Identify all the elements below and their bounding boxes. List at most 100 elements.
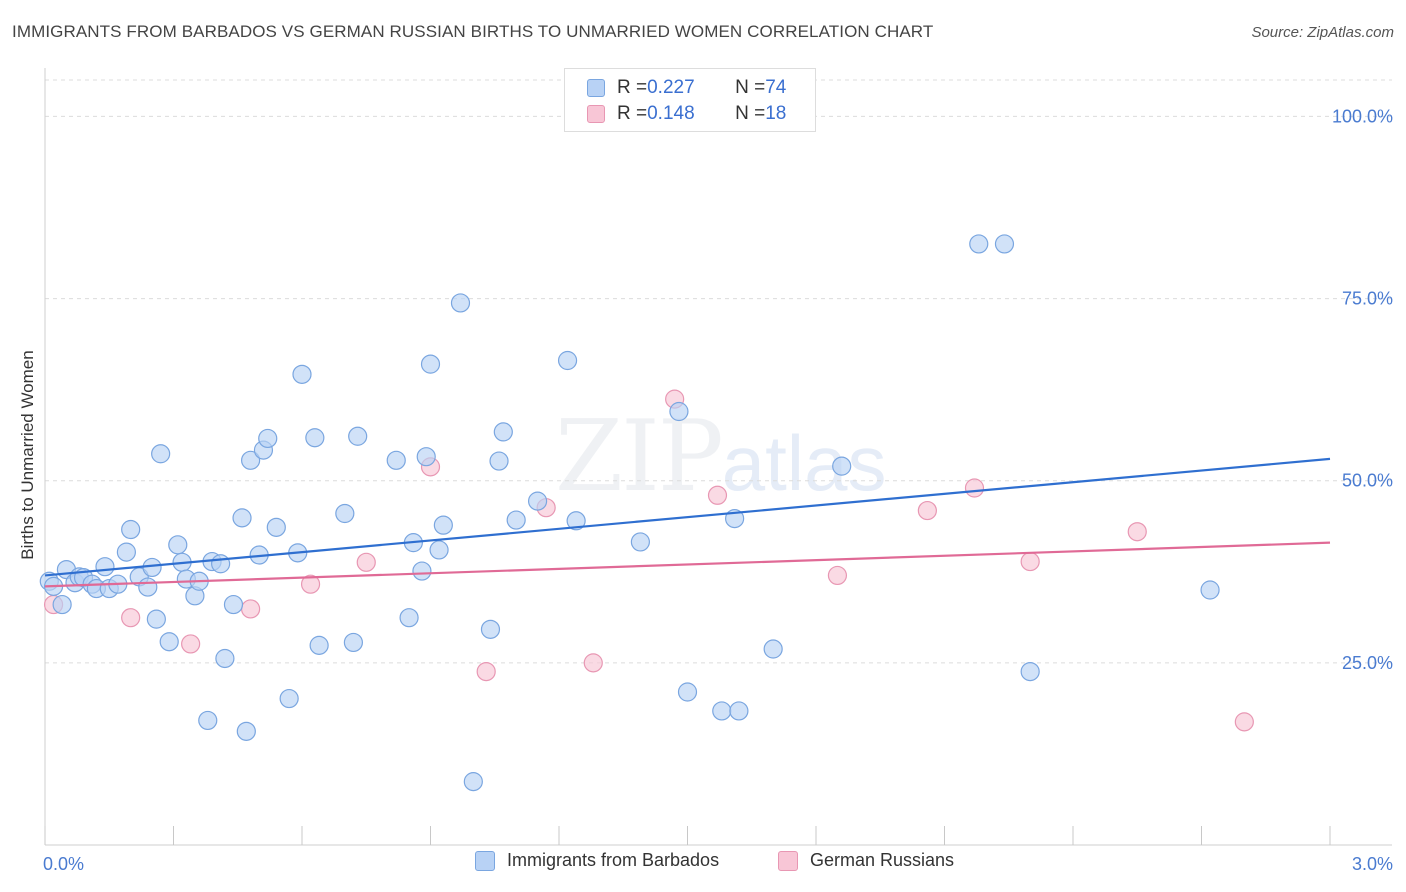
y-tick-label: 25.0%	[1342, 653, 1393, 673]
n-value: 18	[765, 103, 787, 124]
barbados-point	[527, 491, 548, 511]
x-tick-label: 3.0%	[1352, 854, 1393, 874]
german-russian-point	[1234, 712, 1254, 732]
series-legend: Immigrants from Barbados German Russians	[0, 850, 1406, 878]
blue-swatch-icon	[475, 850, 495, 871]
german-russian-point	[1020, 551, 1040, 572]
barbados-point	[493, 422, 513, 442]
barbados-point	[994, 234, 1015, 254]
barbados-point	[712, 701, 732, 721]
barbados-point	[232, 508, 252, 528]
r-label: R =	[617, 77, 648, 98]
y-tick-label: 100.0%	[1332, 106, 1393, 126]
barbados-point	[566, 511, 586, 531]
barbados-point	[450, 293, 471, 313]
barbados-point	[832, 456, 852, 476]
barbados-point	[151, 444, 171, 464]
legend-label-barbados: Immigrants from Barbados	[507, 850, 720, 870]
barbados-point	[52, 594, 72, 615]
watermark-atlas: atlas	[721, 419, 887, 507]
barbados-point	[95, 557, 115, 577]
barbados-point	[258, 428, 278, 449]
barbados-point	[223, 594, 244, 615]
barbados-trend-line	[44, 457, 1331, 577]
watermark: ZIPatlas	[555, 400, 887, 514]
german-russian-point	[917, 500, 937, 521]
barbados-point	[420, 354, 441, 374]
axis-layer	[44, 68, 1392, 846]
german-russian-point	[1127, 522, 1147, 542]
r-label: R =	[617, 103, 648, 124]
barbados-point	[763, 639, 783, 659]
grid-layer	[45, 79, 1392, 664]
barbados-point	[121, 519, 141, 540]
points-layer	[39, 234, 1254, 792]
y-tick-label: 50.0%	[1342, 471, 1393, 491]
stats-legend: R = 0.227 N = 74 R = 0.148 N = 18	[564, 68, 816, 132]
stats-legend-row-pink: R = 0.148 N = 18	[587, 101, 786, 127]
y-tick-label: 75.0%	[1342, 289, 1393, 309]
barbados-point	[416, 447, 436, 467]
blue-swatch-icon	[587, 79, 605, 97]
barbados-point	[116, 542, 136, 562]
barbados-point	[168, 535, 188, 555]
barbados-point	[146, 609, 166, 629]
pink-swatch-icon	[587, 105, 605, 123]
barbados-point	[1020, 661, 1040, 682]
barbados-point	[463, 772, 483, 792]
barbados-point	[305, 428, 325, 448]
barbados-point	[399, 608, 419, 628]
barbados-point	[211, 554, 231, 574]
barbados-point	[1200, 580, 1220, 600]
source-label: Source: ZipAtlas.com	[1251, 24, 1394, 41]
stats-legend-row-blue: R = 0.227 N = 74	[587, 75, 786, 101]
german-russian-point	[356, 552, 376, 572]
barbados-point	[348, 426, 368, 446]
barbados-point	[215, 648, 235, 669]
barbados-point	[309, 635, 329, 655]
barbados-point	[669, 401, 689, 422]
barbados-point	[343, 632, 363, 653]
barbados-point	[142, 557, 162, 578]
german-russian-point	[964, 478, 985, 498]
barbados-point	[480, 619, 501, 639]
n-value: 74	[765, 77, 787, 98]
barbados-point	[236, 721, 256, 741]
label-layer: 25.0% 50.0% 75.0% 100.0% 0.0% 3.0%	[43, 106, 1393, 874]
n-label: N =	[735, 103, 766, 124]
german-russian-point	[827, 565, 848, 586]
barbados-point	[198, 710, 218, 731]
barbados-point	[412, 561, 432, 581]
barbados-point	[241, 450, 261, 470]
legend-item-german-russians[interactable]: German Russians	[778, 850, 954, 871]
x-tick-label: 0.0%	[43, 854, 84, 874]
barbados-point	[729, 701, 749, 721]
barbados-point	[386, 450, 406, 470]
barbados-point	[279, 688, 299, 709]
german-russian-point	[583, 653, 603, 673]
german-russian-trend-line	[44, 541, 1331, 588]
german-russian-point	[181, 634, 201, 654]
barbados-point	[489, 451, 509, 471]
trend-layer	[44, 457, 1331, 588]
barbados-point	[433, 515, 453, 535]
chart-title: IMMIGRANTS FROM BARBADOS VS GERMAN RUSSI…	[12, 22, 934, 41]
barbados-point	[335, 503, 355, 524]
barbados-point	[506, 510, 526, 530]
barbados-point	[630, 532, 650, 552]
barbados-point	[266, 517, 286, 537]
german-russian-point	[300, 574, 321, 594]
legend-item-barbados[interactable]: Immigrants from Barbados	[475, 850, 719, 871]
barbados-point	[429, 540, 449, 560]
barbados-point	[677, 682, 698, 702]
german-russian-point	[707, 485, 728, 505]
german-russian-point	[241, 599, 261, 619]
pink-swatch-icon	[778, 850, 798, 871]
barbados-point	[159, 632, 179, 652]
barbados-point	[557, 350, 578, 371]
r-value: 0.227	[647, 77, 695, 98]
barbados-point	[138, 577, 158, 597]
legend-label-german-russians: German Russians	[810, 850, 955, 870]
barbados-point	[292, 364, 312, 384]
